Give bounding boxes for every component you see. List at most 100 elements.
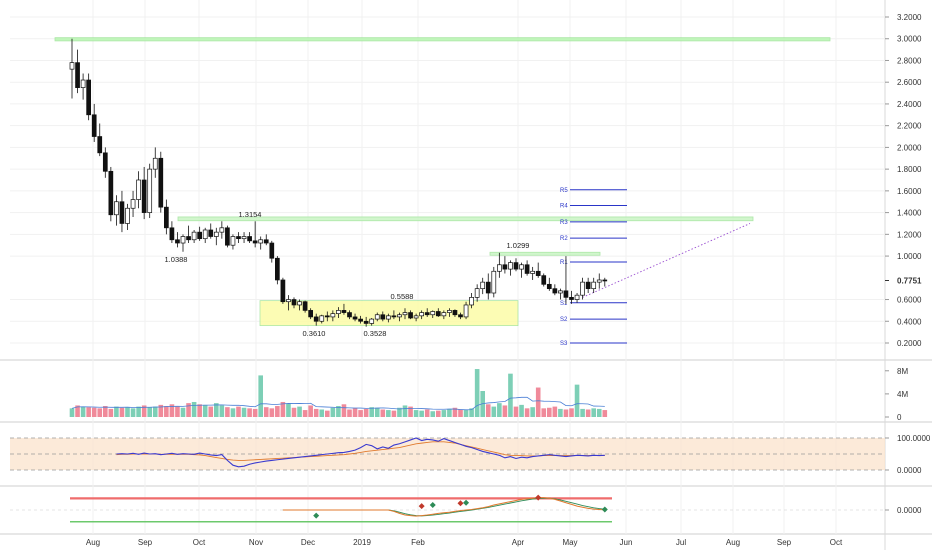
candle-up: [241, 236, 247, 240]
volume-bar: [275, 406, 280, 417]
volume-bar: [158, 404, 164, 417]
volume-pane: [69, 369, 608, 417]
candle-up: [596, 279, 602, 283]
volume-bar: [602, 410, 608, 417]
volume-bar: [186, 403, 191, 417]
candle-down: [86, 79, 92, 116]
y-tick-label: 1.2000: [897, 230, 922, 239]
volume-bar: [341, 404, 347, 417]
axes: Aug Sep Oct Nov Dec 2019 Feb Apr May Jun Jul Aug Sep…: [86, 13, 931, 547]
price-annotation: 0.3528: [364, 329, 387, 338]
volume-bar: [108, 408, 114, 417]
x-tick-label: Oct: [830, 538, 843, 547]
volume-bar: [563, 409, 569, 417]
volume-bar: [236, 406, 241, 417]
volume-bar: [474, 369, 480, 417]
candle-down: [91, 114, 97, 137]
candle-down: [569, 297, 574, 300]
candle-down: [208, 229, 214, 237]
volume-bar: [424, 409, 430, 417]
candle-up: [474, 288, 480, 298]
candle-down: [352, 316, 358, 320]
candle-down: [485, 281, 491, 294]
volume-bar: [130, 408, 136, 417]
candle-up: [508, 262, 513, 270]
price-annotation: 0.5588: [391, 292, 414, 301]
volume-bar: [441, 410, 447, 417]
candle-up: [114, 201, 119, 216]
volume-bar: [313, 408, 319, 417]
volume-bar: [164, 406, 169, 417]
pivot-label: R3: [560, 220, 568, 226]
candle-down: [75, 62, 80, 88]
volume-bar: [558, 408, 563, 417]
highlight-zone: [54, 37, 831, 42]
x-tick-label: Aug: [726, 538, 740, 547]
volume-bar: [80, 406, 86, 417]
volume-bar: [569, 408, 574, 417]
volume-bar: [524, 408, 530, 417]
pivot-label: R4: [560, 204, 568, 210]
candle-down: [408, 312, 413, 319]
oscillator-cross-marker: [463, 499, 470, 506]
volume-bar: [147, 407, 152, 417]
volume-bar: [513, 406, 519, 417]
candle-up: [213, 231, 219, 237]
candle-down: [158, 157, 164, 208]
volume-bar: [374, 407, 380, 417]
candle-up: [463, 304, 469, 318]
y-tick-label: 3.0000: [897, 35, 922, 44]
volume-bar: [347, 409, 352, 417]
oscillator-cross-marker: [313, 512, 320, 519]
volume-bar: [97, 408, 103, 417]
volume-bar: [413, 410, 419, 417]
volume-bar: [325, 410, 330, 417]
volume-bar: [530, 407, 535, 417]
candle-up: [152, 157, 158, 170]
volume-bar: [419, 410, 424, 417]
candle-down: [186, 236, 191, 241]
last-price-label: 0.7751: [897, 277, 922, 286]
volume-bar: [580, 408, 585, 417]
candle-up: [336, 310, 341, 315]
volume-bar: [552, 406, 558, 417]
volume-bar: [585, 409, 591, 417]
volume-bar: [447, 408, 452, 417]
candle-up: [202, 229, 208, 240]
candle-up: [519, 264, 524, 270]
volume-bar: [197, 404, 202, 417]
volume-bar: [502, 405, 508, 417]
candle-down: [435, 311, 441, 317]
x-tick-label: Sep: [138, 538, 153, 547]
price-annotation: 1.0388: [165, 255, 188, 264]
volume-bar: [125, 407, 130, 417]
candle-up: [574, 294, 580, 300]
candle-down: [302, 301, 308, 311]
volume-bar: [169, 404, 175, 417]
candle-down: [252, 240, 258, 244]
volume-bar: [469, 408, 474, 417]
volume-bar: [336, 406, 341, 417]
pivot-label: S2: [560, 317, 568, 323]
candle-up: [69, 62, 75, 70]
candle-down: [197, 231, 202, 240]
volume-bar: [258, 375, 263, 417]
volume-bar: [302, 410, 308, 417]
volume-tick-label: 0: [897, 413, 902, 422]
x-tick-label: Sep: [777, 538, 792, 547]
pivot-label: S1: [560, 301, 568, 307]
volume-bar: [86, 407, 91, 417]
volume-bar: [391, 410, 397, 417]
candle-up: [469, 297, 474, 306]
oscillator-pane: [10, 494, 885, 523]
y-tick-label: 2.0000: [897, 143, 922, 152]
volume-bar: [263, 407, 269, 417]
volume-bar: [202, 405, 208, 417]
volume-bar: [596, 408, 602, 417]
y-tick-label: 2.8000: [897, 56, 922, 65]
pivot-label: S3: [560, 341, 568, 347]
x-tick-label: Nov: [249, 538, 263, 547]
volume-bar: [485, 404, 491, 417]
volume-bar: [535, 387, 541, 417]
